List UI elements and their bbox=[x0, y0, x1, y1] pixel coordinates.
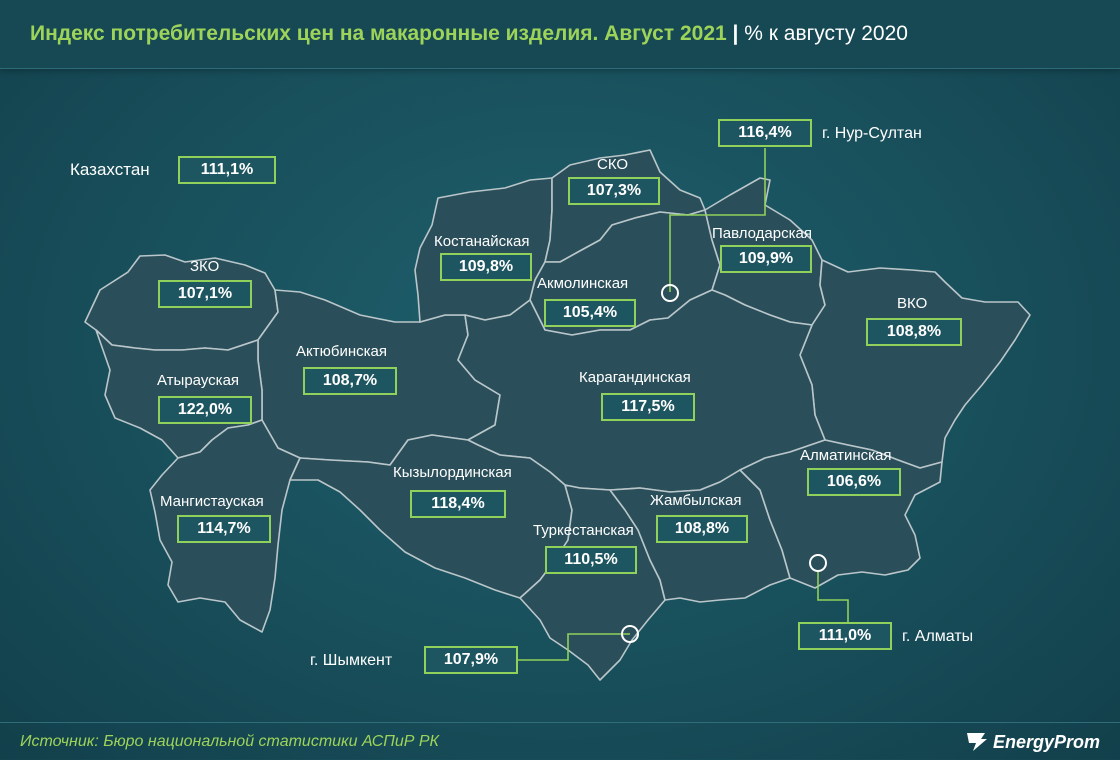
city-marker-shymkent bbox=[621, 625, 639, 643]
title-main-text: Индекс потребительских цен на макаронные… bbox=[30, 22, 727, 45]
region-label-sko: СКО bbox=[597, 156, 629, 173]
region-label-almaty: Алматинская bbox=[800, 447, 892, 464]
region-value-pavlodar: 109,9% bbox=[720, 245, 812, 273]
region-label-mangistau: Мангистауская bbox=[160, 493, 264, 510]
region-value-sko: 107,3% bbox=[568, 177, 660, 205]
region-value-vko: 108,8% bbox=[866, 318, 962, 346]
region-value-karaganda: 117,5% bbox=[601, 393, 695, 421]
lightning-icon bbox=[966, 733, 987, 751]
region-vko bbox=[799, 259, 1031, 469]
city-marker-nursultan bbox=[661, 284, 679, 302]
region-label-vko: ВКО bbox=[897, 295, 928, 312]
region-label-pavlodar: Павлодарская bbox=[712, 225, 812, 242]
region-value-turkestan: 110,5% bbox=[545, 546, 637, 574]
title-subtitle: % к августу 2020 bbox=[744, 22, 908, 45]
page-title: Индекс потребительских цен на макаронные… bbox=[30, 22, 908, 46]
city-value-almaty: 111,0% bbox=[798, 622, 892, 650]
logo-text: EnergyProm bbox=[992, 731, 1100, 752]
city-label-shymkent: г. Шымкент bbox=[310, 652, 393, 669]
city-marker-almaty bbox=[809, 554, 827, 572]
region-value-mangistau: 114,7% bbox=[177, 515, 271, 543]
header: Индекс потребительских цен на макаронные… bbox=[0, 0, 1120, 69]
region-label-kyzylorda: Кызылординская bbox=[393, 464, 512, 481]
region-value-zko: 107,1% bbox=[158, 280, 252, 308]
leader-nursultan bbox=[669, 148, 766, 292]
region-value-almaty: 106,6% bbox=[807, 468, 901, 496]
region-label-zko: ЗКО bbox=[190, 258, 220, 275]
region-label-kostanay: Костанайская bbox=[434, 233, 530, 250]
energyprom-logo: EnergyProm bbox=[963, 731, 1100, 753]
region-label-atyrau: Атырауская bbox=[157, 372, 240, 389]
region-value-zhambyl: 108,8% bbox=[656, 515, 748, 543]
title-separator: | bbox=[732, 22, 739, 45]
city-label-nursultan: г. Нур-Султан bbox=[822, 125, 922, 142]
region-value-aktobe: 108,7% bbox=[303, 367, 397, 395]
region-label-aktobe: Актюбинская bbox=[296, 343, 387, 360]
region-value-kyzylorda: 118,4% bbox=[410, 490, 506, 518]
region-value-akmola: 105,4% bbox=[544, 299, 636, 327]
region-value-kostanay: 109,8% bbox=[440, 253, 532, 281]
country-label: Казахстан bbox=[70, 160, 150, 179]
source-note: Источник: Бюро национальной статистики А… bbox=[20, 733, 439, 750]
city-value-shymkent: 107,9% bbox=[424, 646, 518, 674]
region-label-zhambyl: Жамбылская bbox=[650, 492, 742, 509]
country-value: 111,1% bbox=[178, 156, 276, 184]
footer bbox=[0, 722, 1120, 760]
region-value-atyrau: 122,0% bbox=[158, 396, 252, 424]
region-label-turkestan: Туркестанская bbox=[533, 522, 634, 539]
city-label-almaty: г. Алматы bbox=[902, 628, 974, 645]
region-label-akmola: Акмолинская bbox=[537, 275, 629, 292]
city-value-nursultan: 116,4% bbox=[718, 119, 812, 147]
region-label-karaganda: Карагандинская bbox=[579, 369, 691, 386]
leader-shymkent bbox=[518, 633, 630, 661]
leader-almaty bbox=[817, 570, 849, 622]
